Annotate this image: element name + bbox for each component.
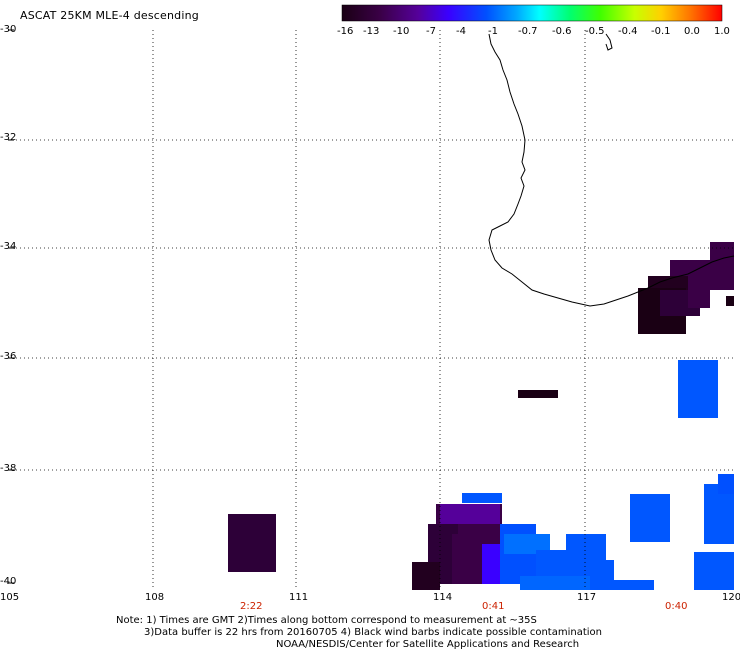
- x-tick-label: 120: [722, 592, 740, 603]
- x-tick-label: 108: [145, 592, 165, 603]
- y-tick-label: -34: [0, 241, 17, 252]
- colorbar-label: -0.4: [618, 26, 638, 37]
- colorbar-label: 1.0: [714, 26, 730, 37]
- x-tick-label: 111: [289, 592, 309, 603]
- colorbar-label: -7: [426, 26, 436, 37]
- x-tick-label: 117: [577, 592, 597, 603]
- note-line-1: Note: 1) Times are GMT 2)Times along bot…: [116, 615, 537, 626]
- colorbar-label: -13: [363, 26, 380, 37]
- mle-data-cells: [228, 242, 734, 590]
- time-label: 0:41: [482, 601, 505, 612]
- colorbar-label: -0.6: [552, 26, 572, 37]
- gridlines: [8, 30, 734, 590]
- x-tick-label: 114: [433, 592, 453, 603]
- note-line-2: 3)Data buffer is 22 hrs from 20160705 4)…: [144, 627, 602, 638]
- time-label: 0:40: [665, 601, 688, 612]
- colorbar-labels: -16 -13 -10 -7 -4 -1 -0.7 -0.6 -0.5 -0.4…: [330, 26, 740, 40]
- y-tick-label: -30: [0, 24, 17, 35]
- y-tick-label: -36: [0, 351, 17, 362]
- y-tick-label: -32: [0, 132, 17, 143]
- y-tick-label: -38: [0, 463, 17, 474]
- colorbar-label: -16: [337, 26, 354, 37]
- map-title: ASCAT 25KM MLE-4 descending: [20, 9, 199, 22]
- note-line-3: NOAA/NESDIS/Center for Satellite Applica…: [276, 639, 580, 650]
- colorbar-label: -1: [488, 26, 498, 37]
- x-tick-label: 105: [0, 592, 20, 603]
- colorbar-label: -0.7: [518, 26, 538, 37]
- colorbar-label: -0.1: [651, 26, 671, 37]
- y-tick-label: -40: [0, 576, 17, 587]
- colorbar-label: -4: [456, 26, 466, 37]
- axis-ticks: [8, 29, 14, 584]
- colorbar-label: -10: [393, 26, 410, 37]
- time-label: 2:22: [240, 601, 263, 612]
- coast-inlet: [605, 33, 613, 51]
- colorbar-label: -0.5: [585, 26, 605, 37]
- coastline: [488, 33, 735, 307]
- colorbar-label: 0.0: [684, 26, 700, 37]
- colorbar: [341, 4, 723, 22]
